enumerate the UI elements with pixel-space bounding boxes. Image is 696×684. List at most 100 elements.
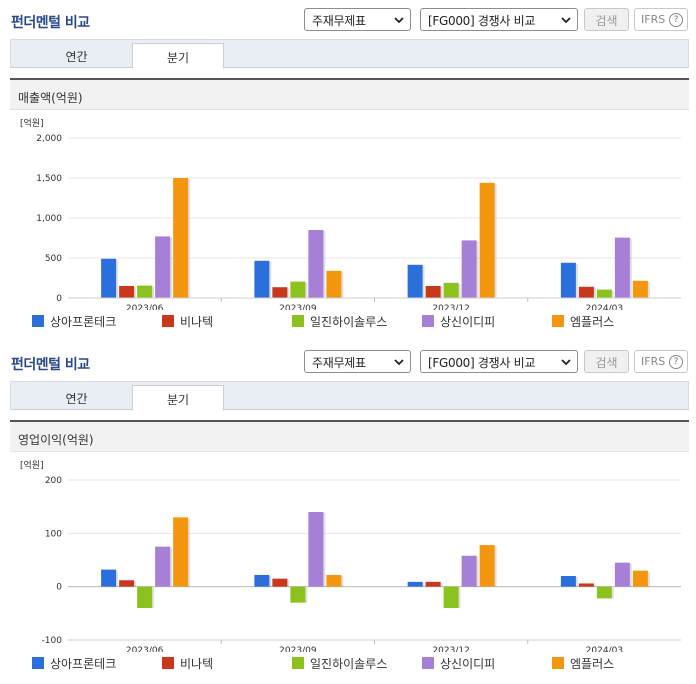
y-axis-unit-label: [억원] xyxy=(20,459,44,471)
bar-shadow xyxy=(341,575,344,587)
comparison-group-select[interactable]: [FG000] 경쟁사 비교 xyxy=(420,350,578,373)
bar xyxy=(155,236,171,298)
bar-shadow xyxy=(494,183,497,298)
x-tick-label: 2023/06 xyxy=(126,646,164,652)
chart-title: 영업이익(억원) xyxy=(18,433,94,447)
y-tick-label: 1,500 xyxy=(36,174,62,184)
legend-label: 상신이디피 xyxy=(440,315,496,329)
bar xyxy=(254,260,270,298)
ifrs-help-button[interactable]: IFRS ? xyxy=(634,350,688,373)
period-tabs: 연간 분기 xyxy=(10,39,689,69)
bar-shadow xyxy=(476,241,479,298)
bar-shadow xyxy=(170,237,173,298)
tab-annual[interactable]: 연간 xyxy=(65,50,88,64)
bar xyxy=(407,581,423,587)
bar xyxy=(137,586,153,608)
bar-shadow xyxy=(458,587,461,608)
chevron-down-icon xyxy=(561,359,571,366)
statement-type-value: 주재무제표 xyxy=(312,356,366,370)
period-tabs: 연간 분기 xyxy=(10,381,689,411)
search-button[interactable]: 검색 xyxy=(584,350,629,373)
bar-shadow xyxy=(305,282,308,298)
bar xyxy=(443,282,459,298)
bar xyxy=(272,578,288,587)
y-tick-label: 0 xyxy=(56,294,62,304)
bar-shadow xyxy=(458,283,461,298)
ifrs-label: IFRS xyxy=(641,355,666,368)
bar xyxy=(308,230,324,298)
bar-shadow xyxy=(440,287,443,298)
bar xyxy=(560,576,576,587)
statement-type-select[interactable]: 주재무제표 xyxy=(304,350,411,373)
y-tick-label: 500 xyxy=(45,254,62,264)
panel-header: 펀더멘털 비교 주재무제표 [FG000] 경쟁사 비교 검색 IFRS ? xyxy=(0,0,696,38)
bar xyxy=(119,286,135,298)
bar-shadow xyxy=(629,563,632,587)
y-tick-label: 0 xyxy=(56,583,62,593)
legend-swatch xyxy=(32,315,44,327)
ifrs-label: IFRS xyxy=(641,13,666,26)
y-axis-unit-label: [억원] xyxy=(20,117,44,129)
bar-shadow xyxy=(134,581,137,587)
y-tick-label: 2,000 xyxy=(36,134,62,144)
tab-annual[interactable]: 연간 xyxy=(65,392,88,406)
x-tick-label: 2024/03 xyxy=(586,304,623,310)
bar-shadow xyxy=(611,587,614,599)
legend-label: 상신이디피 xyxy=(440,657,496,671)
legend-swatch xyxy=(292,657,304,669)
panel-title: 펀더멘털 비교 xyxy=(11,15,90,31)
fundamental-compare-panel-operating-profit: 펀더멘털 비교 주재무제표 [FG000] 경쟁사 비교 검색 IFRS ? 연… xyxy=(0,342,696,684)
legend-swatch xyxy=(552,315,564,327)
bar xyxy=(479,545,495,587)
bar-shadow xyxy=(593,287,596,298)
tab-quarter[interactable]: 분기 xyxy=(132,43,224,69)
bar-shadow xyxy=(593,584,596,587)
x-tick-label: 2024/03 xyxy=(586,646,623,652)
bar xyxy=(425,286,441,298)
bar xyxy=(137,285,153,298)
comparison-group-select[interactable]: [FG000] 경쟁사 비교 xyxy=(420,8,578,31)
tab-quarter[interactable]: 분기 xyxy=(132,385,224,411)
bar xyxy=(461,240,477,298)
bar xyxy=(155,546,171,587)
bar-shadow xyxy=(647,571,650,587)
bar-shadow xyxy=(629,238,632,298)
legend-swatch xyxy=(422,315,434,327)
statement-type-select[interactable]: 주재무제표 xyxy=(304,8,411,31)
x-tick-label: 2023/12 xyxy=(432,304,469,310)
legend-label: 비나텍 xyxy=(180,657,214,671)
bar-shadow xyxy=(170,547,173,587)
legend-swatch xyxy=(32,657,44,669)
chart-header: 매출액(억원) xyxy=(10,80,689,110)
bar-shadow xyxy=(575,263,578,298)
chevron-down-icon xyxy=(394,359,404,366)
x-tick-label: 2023/09 xyxy=(279,646,317,652)
bar xyxy=(119,580,135,587)
legend-label: 비나텍 xyxy=(180,315,214,329)
panel-header: 펀더멘털 비교 주재무제표 [FG000] 경쟁사 비교 검색 IFRS ? xyxy=(0,342,696,380)
bar-shadow xyxy=(134,287,137,298)
bar-shadow xyxy=(494,546,497,587)
bar xyxy=(632,280,648,298)
bar-shadow xyxy=(647,281,650,298)
bar-shadow xyxy=(188,179,191,298)
bar-shadow xyxy=(287,288,290,298)
bar xyxy=(479,182,495,298)
search-button[interactable]: 검색 xyxy=(584,8,629,31)
chart-legend: 상아프론테크 비나텍 일진하이솔루스 상신이디피 엠플러스 xyxy=(10,312,689,332)
chevron-down-icon xyxy=(561,17,571,24)
bar-shadow xyxy=(422,265,425,298)
x-tick-label: 2023/12 xyxy=(432,646,469,652)
legend-swatch xyxy=(292,315,304,327)
chart-container: 매출액(억원) [억원] 0 500 1,000 1,500 2,000 2023/06 20… xyxy=(10,78,689,336)
legend-swatch xyxy=(422,657,434,669)
bar xyxy=(290,586,306,603)
bar xyxy=(290,281,306,298)
sales-bar-chart: [억원] 0 500 1,000 1,500 2,000 2023/06 2023/09 202… xyxy=(20,117,681,310)
bar xyxy=(308,512,324,587)
bar xyxy=(272,287,288,298)
ifrs-help-button[interactable]: IFRS ? xyxy=(634,8,688,31)
bar-shadow xyxy=(476,556,479,587)
bar xyxy=(101,258,117,298)
bar xyxy=(632,570,648,587)
